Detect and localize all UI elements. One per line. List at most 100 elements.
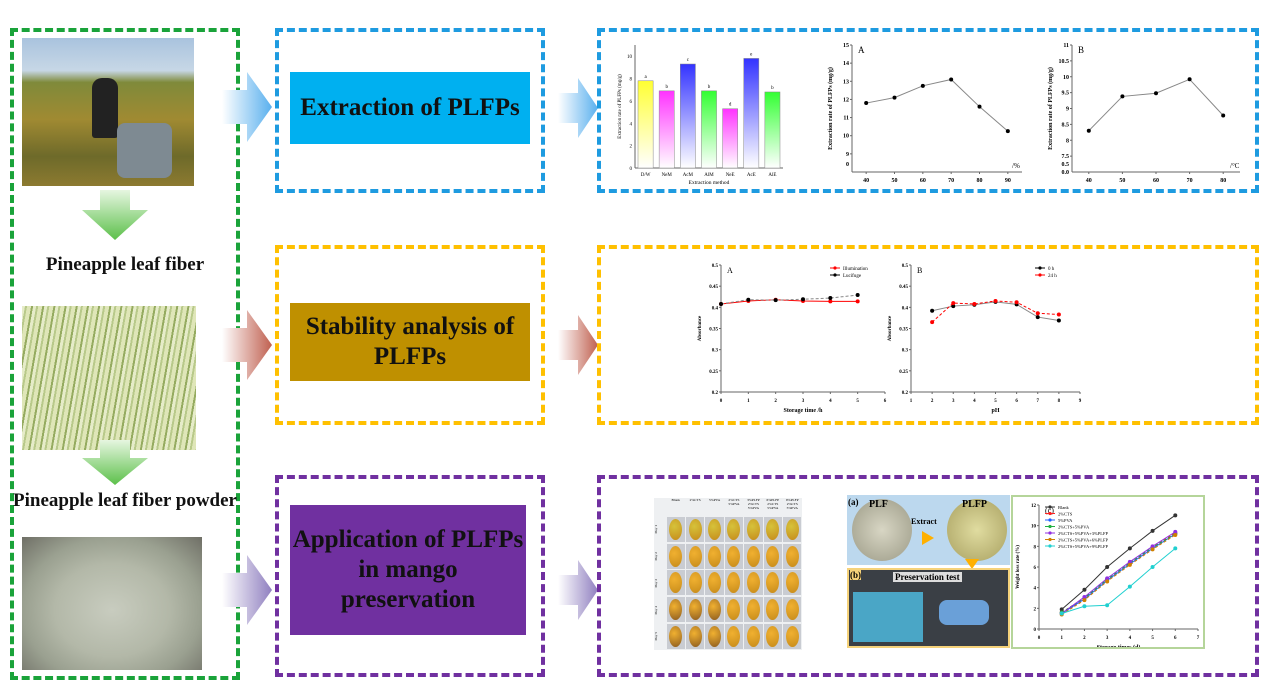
x-tick-label: 1 <box>910 399 913 404</box>
bar <box>743 58 760 169</box>
data-point <box>1014 300 1019 305</box>
down-arrow-icon <box>82 440 148 485</box>
y-tick-label: 0.3 <box>712 349 719 354</box>
y-tick-label: 10 <box>1063 75 1069 81</box>
y-tick-label: 11 <box>843 116 849 122</box>
mango-fruit <box>766 572 780 594</box>
series-line <box>931 300 1059 323</box>
y-tick-label: 7.5 <box>1062 154 1070 160</box>
mango-fruit <box>669 518 683 540</box>
data-point <box>1005 129 1010 134</box>
x-tick-label: 70 <box>948 178 954 184</box>
legend-marker <box>1048 544 1052 548</box>
data-point <box>993 298 998 303</box>
mango-cell <box>724 543 744 569</box>
x-tick-label: 5 <box>856 399 859 404</box>
x-tick-label: 4 <box>1129 636 1132 641</box>
mango-cell <box>744 543 763 569</box>
significance-letter: b <box>708 85 711 90</box>
plf-photo <box>852 499 912 561</box>
data-point <box>855 299 860 304</box>
y-tick-label: 0 <box>846 162 849 168</box>
x-tick-label: 90 <box>1005 178 1011 184</box>
y-tick-label: 0.5 <box>1062 162 1070 168</box>
weight-loss-chart-frame <box>1011 495 1205 649</box>
mango-fruit <box>708 572 722 594</box>
mango-cell <box>783 624 802 650</box>
mango-fruit <box>785 599 799 621</box>
preservation-test-label: Preservation test <box>893 572 962 582</box>
down-arrow-icon <box>82 190 148 240</box>
glove-figure <box>939 600 989 625</box>
y-axis-label: Absorbance <box>888 315 893 341</box>
mango-fruit <box>766 518 780 540</box>
data-point <box>855 293 860 298</box>
series-line <box>1088 78 1224 132</box>
mango-cell <box>783 516 802 542</box>
mango-cell <box>783 597 802 623</box>
stability-step-panel <box>275 245 545 425</box>
data-point <box>828 296 833 301</box>
legend-label: Illumination <box>843 267 868 272</box>
data-point <box>1127 546 1132 551</box>
x-tick-label: 6 <box>884 399 887 404</box>
x-unit-label: /% <box>1012 162 1020 170</box>
x-tick-label: 6 <box>1015 399 1018 404</box>
basket-figure <box>853 592 923 642</box>
mango-column-label: Blank <box>671 498 680 502</box>
series-line <box>1061 548 1176 614</box>
mango-fruit <box>766 626 780 648</box>
y-tick-label: 0.45 <box>899 285 908 290</box>
mango-fruit <box>669 626 683 648</box>
extraction-method-bar-chart: 0 2 4 6 8 10 a D/W b NeM c AcM b AlM d NeE e AcE b AlE Extra… <box>618 45 783 185</box>
y-tick-label: 12 <box>843 97 849 103</box>
data-point <box>1105 565 1110 569</box>
x-tick-label: 40 <box>1086 178 1092 184</box>
x-tick-label: 9 <box>1079 399 1082 404</box>
mango-fruit <box>727 626 741 648</box>
mango-row-label: Day 4 <box>654 605 658 615</box>
y-tick-label: 8.5 <box>1062 122 1070 128</box>
data-point <box>773 298 778 303</box>
farmer-figure <box>92 78 118 138</box>
mango-fruit <box>688 572 702 594</box>
y-tick-label: 0.2 <box>712 391 719 396</box>
powder-label: Pineapple leaf fiber powder <box>13 490 237 511</box>
data-point <box>1154 91 1158 96</box>
extraction-title: Extraction of PLFPs <box>290 72 530 144</box>
application-step-panel <box>275 475 545 677</box>
x-tick-label: 4 <box>973 399 976 404</box>
mango-cell <box>724 624 744 650</box>
x-tick-label: 5 <box>994 399 997 404</box>
arrow-icon <box>965 559 979 569</box>
x-tick-label: 40 <box>863 178 869 184</box>
mango-row-label: Day 5 <box>654 632 658 641</box>
data-point <box>1056 318 1061 323</box>
plf-label: PLF <box>869 499 888 510</box>
pineapple-fiber-photo <box>22 306 196 450</box>
y-tick-label: 0.25 <box>709 370 718 375</box>
significance-letter: a <box>644 75 647 80</box>
mango-fruit <box>746 572 760 594</box>
x-tick-label: 5 <box>1151 636 1154 641</box>
x-tick-label: 3 <box>802 399 805 404</box>
mango-column-label: 2%CTS <box>689 498 701 502</box>
extraction-results-panel <box>597 28 1259 193</box>
y-tick-label: 2 <box>630 145 633 150</box>
plfp-photo <box>947 499 1007 561</box>
series-line <box>1061 514 1176 610</box>
mango-fruit <box>746 599 760 621</box>
stability-title: Stability analysis of PLFPs <box>290 303 530 381</box>
mango-cell <box>685 624 705 650</box>
series-line <box>720 294 858 305</box>
y-tick-label: 0.5 <box>712 264 719 269</box>
legend-label: 5%PVA <box>1058 518 1073 523</box>
significance-letter: b <box>665 85 668 90</box>
mango-cell <box>744 570 763 596</box>
x-axis-label: Storage times (d) <box>1097 644 1141 647</box>
data-point <box>1120 94 1125 99</box>
y-tick-label: 9 <box>846 152 849 158</box>
legend-marker <box>833 273 837 277</box>
y-tick-label: 0 <box>630 167 633 172</box>
y-tick-label: 0.25 <box>899 370 908 375</box>
